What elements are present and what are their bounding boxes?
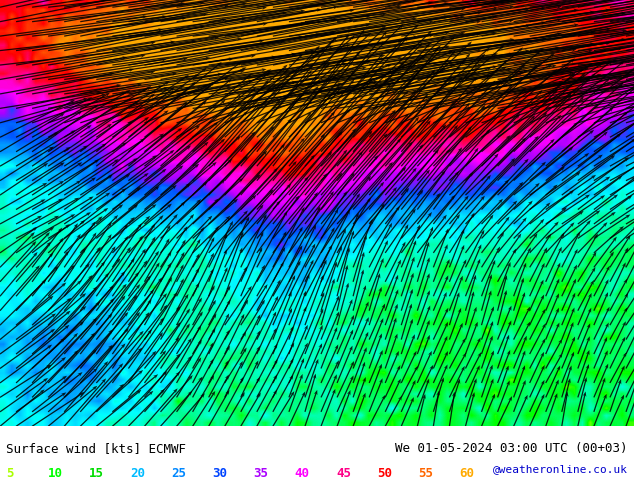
Text: 20: 20 [130,467,145,480]
Text: 10: 10 [48,467,63,480]
Text: 5: 5 [6,467,14,480]
Text: 15: 15 [89,467,104,480]
Text: We 01-05-2024 03:00 UTC (00+03): We 01-05-2024 03:00 UTC (00+03) [395,442,628,455]
Text: 55: 55 [418,467,434,480]
Text: 40: 40 [295,467,310,480]
Text: 35: 35 [254,467,269,480]
Text: Surface wind [kts] ECMWF: Surface wind [kts] ECMWF [6,442,186,455]
Text: 50: 50 [377,467,392,480]
Text: 45: 45 [336,467,351,480]
Text: 30: 30 [212,467,228,480]
Text: @weatheronline.co.uk: @weatheronline.co.uk [493,464,628,474]
Text: 25: 25 [171,467,186,480]
Text: 60: 60 [460,467,475,480]
